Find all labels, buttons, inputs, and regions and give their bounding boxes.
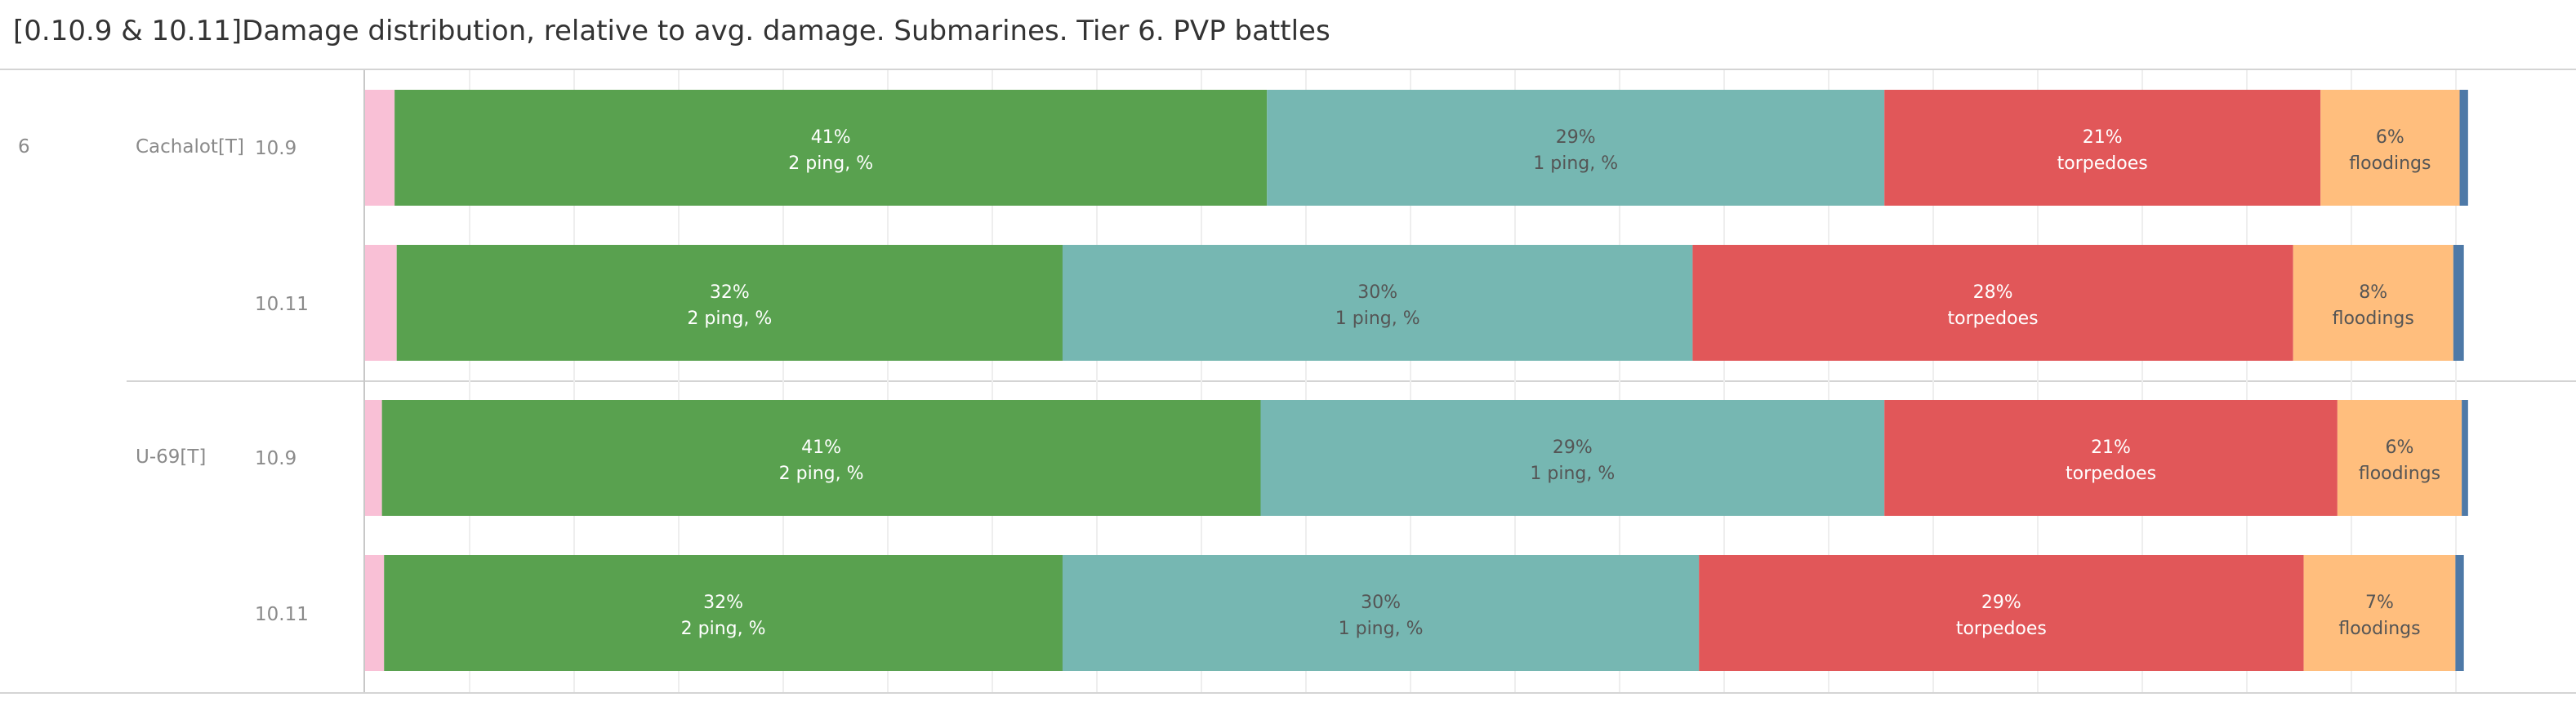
version-header-u69-10-11: 10.11 (255, 604, 309, 625)
tier-header: 6 (18, 136, 30, 158)
data-label-category: floodings (2333, 309, 2414, 329)
data-label-category: torpedoes (1956, 619, 2047, 639)
version-header-cachalot-10-9: 10.9 (255, 138, 297, 159)
bar-segment-floodings (2303, 555, 2456, 671)
data-label-value: 21% (2083, 127, 2123, 148)
data-label-category: torpedoes (2066, 464, 2156, 484)
data-label-category: 2 ping, % (788, 153, 873, 174)
data-label-value: 29% (1556, 127, 1596, 148)
data-label-value: 41% (811, 127, 851, 148)
plot-area: 41% 2 ping, % 29% 1 ping, % 21% torpedoes 6% fl… (365, 70, 2468, 692)
bar-segment-ping2 (384, 555, 1063, 671)
bar-segment-ping2 (394, 90, 1268, 206)
bar-segment-floodings (2337, 400, 2462, 516)
bar-segment-ping1 (1062, 245, 1693, 361)
data-label-value: 29% (1981, 593, 2021, 613)
ship-group-divider (127, 380, 2576, 382)
data-label-category: 1 ping, % (1335, 309, 1420, 329)
data-label-category: floodings (2359, 464, 2440, 484)
data-label-category: floodings (2349, 153, 2431, 174)
data-label-category: torpedoes (2057, 153, 2148, 174)
title-divider (0, 69, 2576, 70)
data-label-category: 2 ping, % (779, 464, 864, 484)
data-label-category: 2 ping, % (681, 619, 766, 639)
data-label-value: 6% (2376, 127, 2404, 148)
chart-title: [0.10.9 & 10.11]Damage distribution, rel… (13, 15, 1330, 47)
data-label-category: 2 ping, % (687, 309, 772, 329)
data-label-value: 28% (1973, 282, 2013, 303)
data-label-category: torpedoes (1948, 309, 2039, 329)
version-header-u69-10-9: 10.9 (255, 448, 297, 469)
data-label-value: 7% (2365, 593, 2394, 613)
bar-segment-floodings (2293, 245, 2453, 361)
data-label-category: 1 ping, % (1533, 153, 1618, 174)
bar-segment-rest (2453, 245, 2464, 361)
bar-segment-ping2 (381, 400, 1261, 516)
data-label-value: 6% (2386, 437, 2414, 458)
bar-segment-ping2 (396, 245, 1063, 361)
bar-segment-torpedoes (1884, 400, 2338, 516)
bar-segment-ping1 (1062, 555, 1700, 671)
bottom-border (0, 692, 2576, 694)
bar-segment-torpedoes (1884, 90, 2321, 206)
bar-segment-torpedoes (1692, 245, 2293, 361)
data-label-value: 41% (801, 437, 841, 458)
data-label-value: 29% (1553, 437, 1593, 458)
version-header-cachalot-10-11: 10.11 (255, 294, 309, 315)
bar-segment-rest (2459, 90, 2468, 206)
bar-segment-other (365, 555, 385, 671)
data-label-value: 21% (2091, 437, 2131, 458)
data-label-value: 8% (2359, 282, 2387, 303)
bar-segment-rest (2455, 555, 2464, 671)
bar-segment-torpedoes (1699, 555, 2304, 671)
data-label-category: floodings (2338, 619, 2420, 639)
bar-segment-ping1 (1260, 400, 1885, 516)
data-label-category: 1 ping, % (1530, 464, 1615, 484)
data-label-value: 32% (703, 593, 743, 613)
bar-segment-rest (2462, 400, 2468, 516)
bar-segment-other (365, 400, 382, 516)
data-label-value: 32% (710, 282, 750, 303)
ship-header-cachalot: Cachalot[T] (136, 136, 244, 158)
bar-segment-ping1 (1267, 90, 1885, 206)
data-label-category: 1 ping, % (1339, 619, 1424, 639)
bar-segment-other (365, 245, 397, 361)
ship-header-u69: U-69[T] (136, 446, 207, 468)
data-label-value: 30% (1357, 282, 1397, 303)
bar-segment-floodings (2320, 90, 2460, 206)
bar-segment-other (365, 90, 395, 206)
data-label-value: 30% (1361, 593, 1401, 613)
axis-line (363, 70, 365, 692)
